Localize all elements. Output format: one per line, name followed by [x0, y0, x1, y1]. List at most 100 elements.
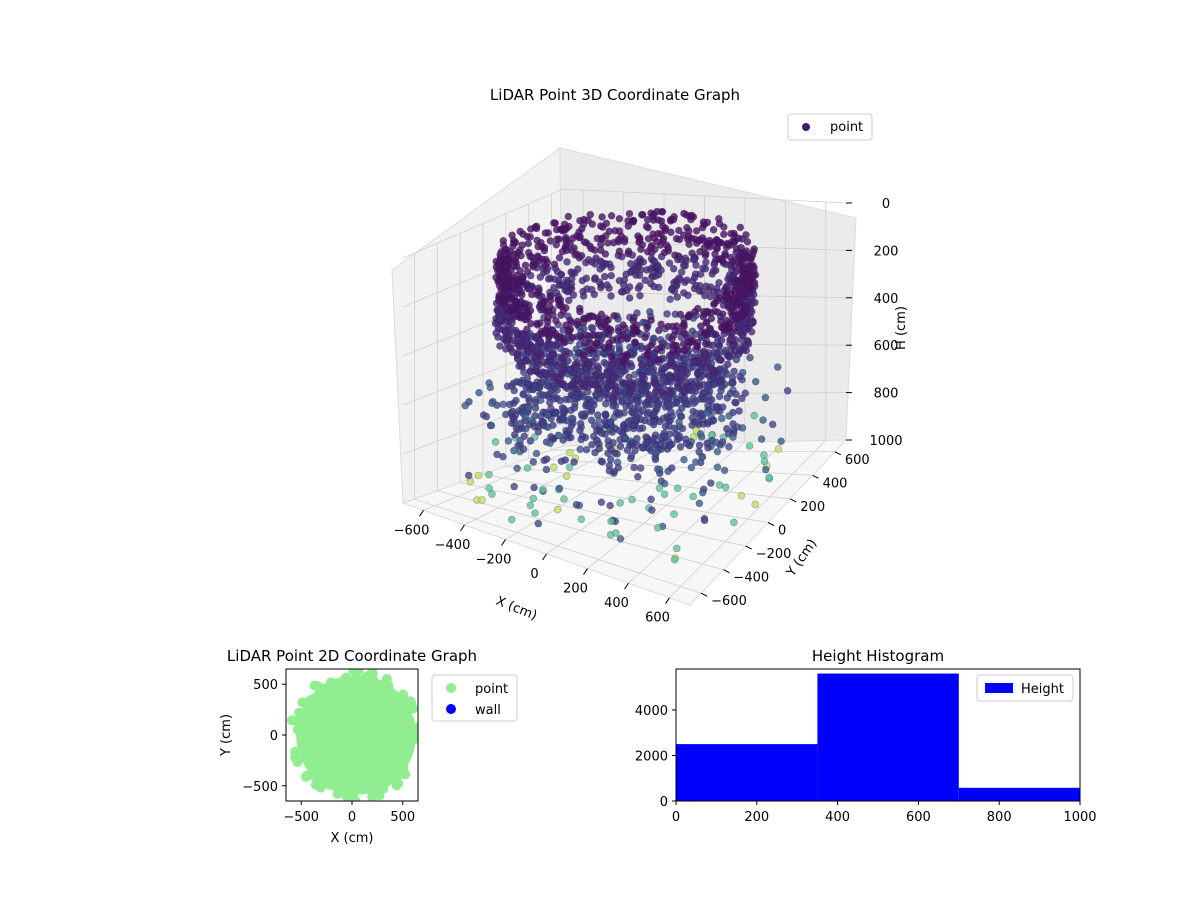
data-point [670, 342, 679, 350]
data-point [582, 445, 591, 454]
scatter-point-cluster [296, 675, 416, 795]
x-tick-label-histogram: 0 [672, 810, 680, 825]
data-point [697, 433, 706, 441]
data-point [706, 324, 715, 333]
data-point [603, 370, 612, 379]
y-tick-label-histogram: 4000 [635, 704, 668, 719]
data-point [646, 279, 655, 288]
scatter-point [405, 734, 415, 745]
scatter-2d [286, 669, 418, 801]
data-point [534, 427, 543, 436]
x-tick-label-histogram: 200 [744, 810, 769, 825]
data-point [730, 293, 739, 301]
data-point [465, 397, 473, 406]
data-point [491, 319, 500, 328]
data-point [536, 273, 545, 281]
data-point [576, 445, 585, 454]
x-tick [583, 568, 588, 575]
data-point [751, 377, 760, 386]
data-point [544, 275, 553, 283]
data-point [642, 222, 651, 231]
y-tick [767, 522, 775, 526]
legend-label-point: point [475, 682, 508, 697]
data-point [669, 264, 678, 273]
axes-3d: −600 −600 −400 −400 −200 −200 0 0 200 200 400 400 60… [394, 197, 903, 626]
data-point [576, 216, 584, 225]
data-point [624, 222, 633, 230]
data-point [578, 373, 587, 382]
data-point [597, 429, 606, 437]
data-point [653, 523, 662, 532]
histogram-bar [817, 673, 959, 801]
data-point [494, 261, 503, 270]
point-cloud-3d [461, 207, 792, 564]
data-point [607, 271, 616, 280]
data-point [659, 432, 668, 440]
data-point [696, 270, 705, 278]
scatter-point [381, 776, 392, 787]
scatter-point [332, 788, 343, 799]
data-point [765, 473, 774, 482]
data-point [565, 463, 574, 472]
data-point [528, 290, 536, 299]
data-point [616, 534, 625, 543]
data-point [716, 377, 725, 385]
data-point [607, 292, 615, 300]
data-point [713, 349, 722, 358]
data-point [689, 492, 698, 501]
z-tick-label-3d: 200 [874, 244, 899, 259]
data-point [523, 464, 532, 472]
y-tick [790, 498, 797, 503]
data-point [610, 311, 618, 320]
data-point [523, 325, 531, 334]
data-point [598, 458, 607, 466]
data-point [707, 395, 716, 404]
data-point [628, 439, 637, 447]
data-point [653, 403, 662, 411]
data-point [542, 381, 551, 390]
scatter-point [343, 795, 354, 801]
data-point [657, 320, 665, 329]
legend-box [787, 113, 873, 141]
data-point [635, 271, 644, 280]
data-point [626, 259, 635, 268]
scatter-point [367, 669, 378, 678]
data-point [739, 264, 747, 273]
data-point [596, 246, 605, 255]
data-point [516, 227, 525, 236]
y-tick [723, 569, 730, 574]
data-point [687, 463, 696, 472]
data-point [637, 211, 646, 219]
data-point [557, 358, 565, 366]
chart-2d-title: LiDAR Point 2D Coordinate Graph [227, 647, 477, 665]
data-point [604, 441, 613, 450]
data-point [619, 358, 628, 366]
data-point [502, 262, 511, 271]
x-tick-label-histogram: 1000 [1063, 810, 1096, 825]
y-tick [812, 474, 819, 479]
data-point [701, 339, 710, 348]
data-point [560, 338, 568, 347]
data-point [552, 241, 561, 249]
data-point [497, 308, 506, 316]
data-point [552, 409, 560, 418]
data-point [712, 438, 720, 447]
data-point [685, 312, 693, 320]
data-point [610, 390, 619, 398]
data-point [530, 483, 538, 492]
data-point [576, 307, 584, 316]
data-point [783, 386, 792, 395]
data-point [750, 245, 759, 253]
legend-box [976, 674, 1074, 702]
x-tick [665, 597, 670, 604]
data-point [591, 380, 600, 389]
data-point [510, 415, 518, 424]
data-point [547, 432, 555, 441]
scatter-point [398, 689, 409, 700]
data-point [498, 298, 507, 307]
data-point [582, 274, 591, 283]
scatter-point [389, 770, 400, 781]
data-point [768, 420, 777, 429]
data-point [654, 355, 663, 364]
grid-line [402, 188, 564, 259]
